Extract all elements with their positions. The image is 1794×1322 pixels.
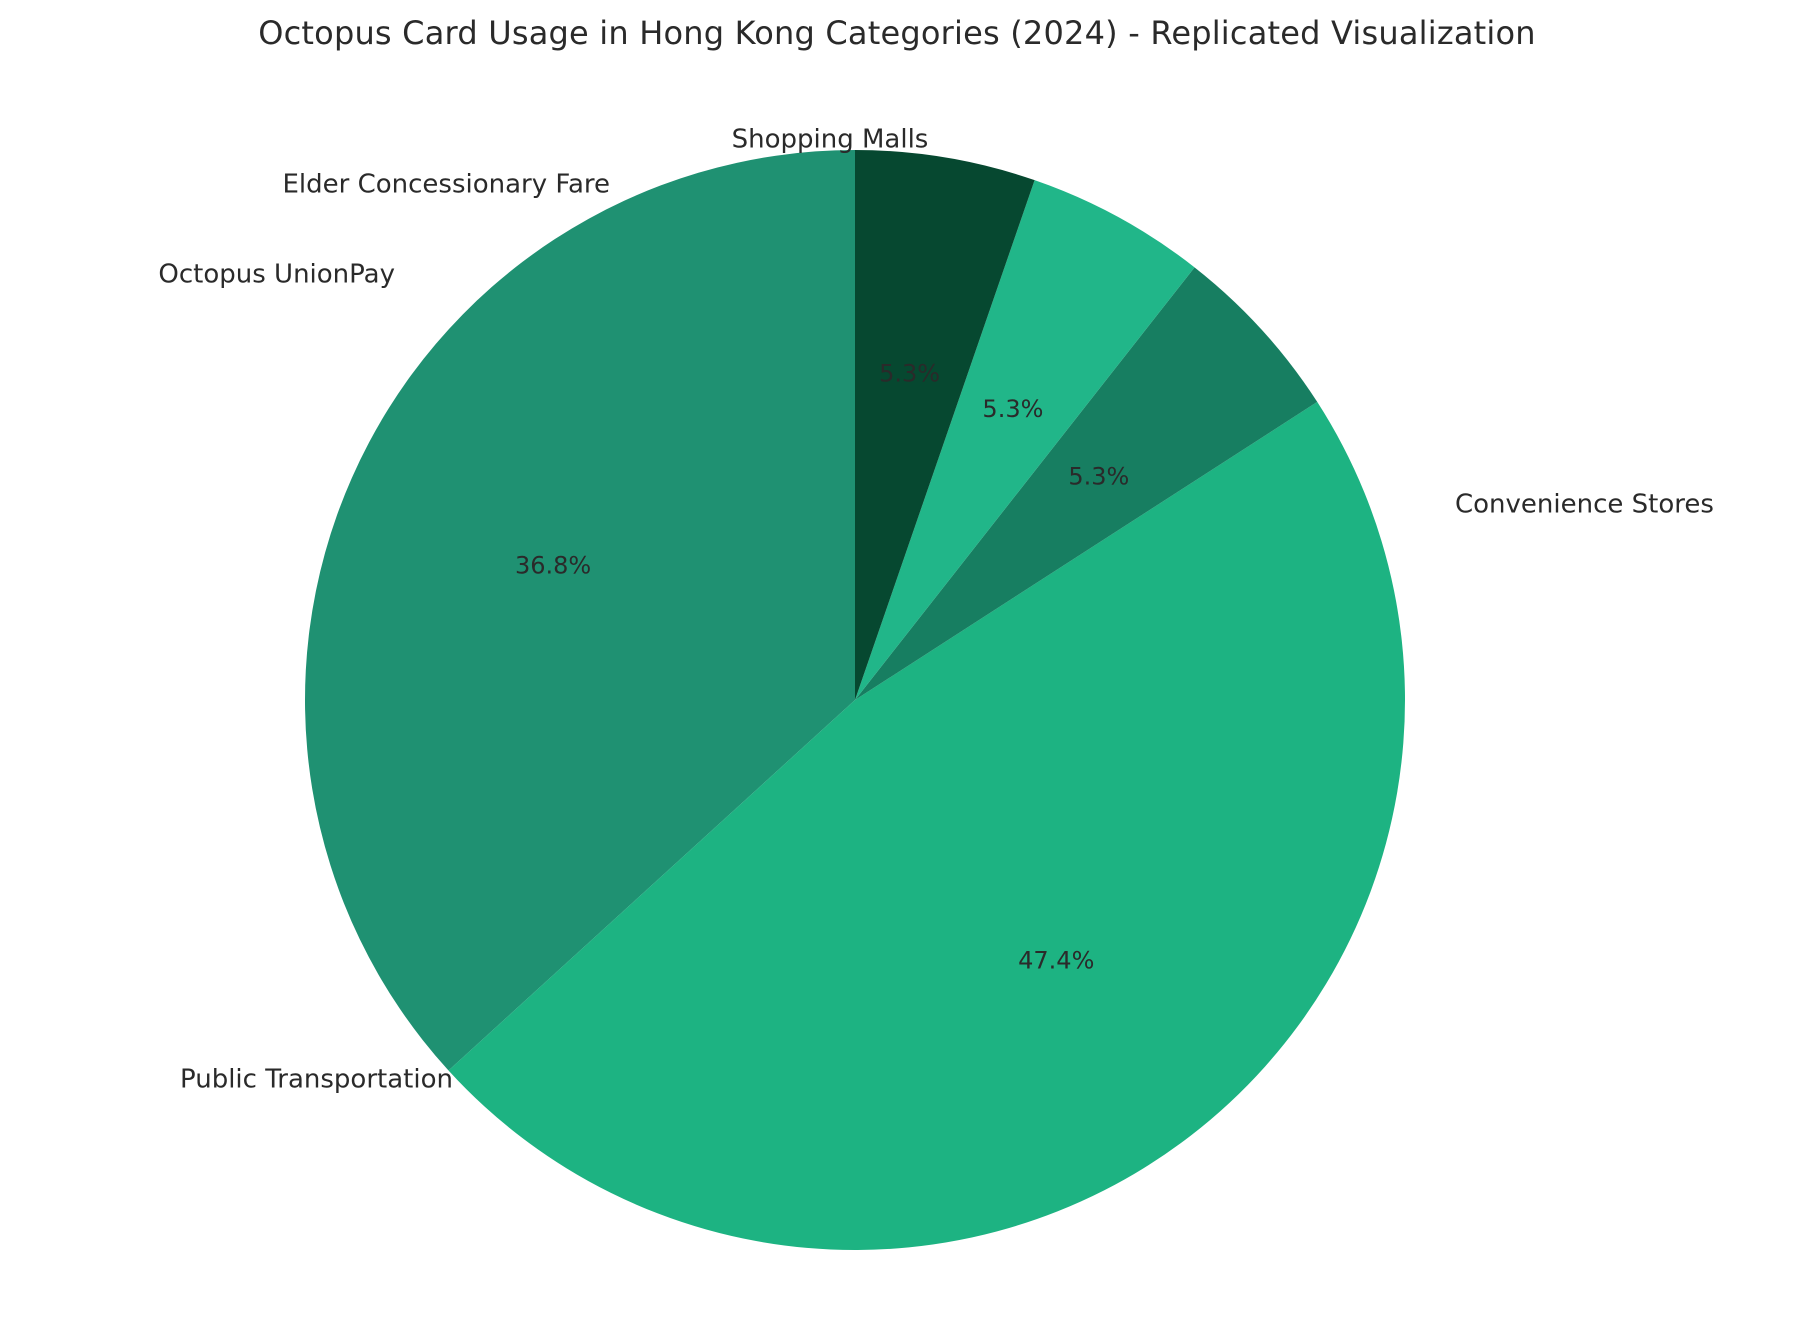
pie-slice-label: Shopping Malls <box>732 125 929 155</box>
pie-pct-label: 5.3% <box>1068 463 1129 491</box>
pie-pct-label: 36.8% <box>515 552 591 580</box>
pie-chart-svg: 36.8% 47.4% 5.3% 5.3% 5.3% Convenience Stores… <box>0 0 1794 1322</box>
pie-slice-label: Convenience Stores <box>1455 490 1714 520</box>
pie-slice-label: Public Transportation <box>180 1065 453 1095</box>
pie-slice-label: Octopus UnionPay <box>158 260 395 290</box>
chart-page: Octopus Card Usage in Hong Kong Categori… <box>0 0 1794 1322</box>
pie-pct-label: 5.3% <box>879 360 940 388</box>
pie-slice-label: Elder Concessionary Fare <box>282 170 610 200</box>
pie-pct-label: 5.3% <box>982 395 1043 423</box>
pie-pct-label: 47.4% <box>1018 947 1094 975</box>
